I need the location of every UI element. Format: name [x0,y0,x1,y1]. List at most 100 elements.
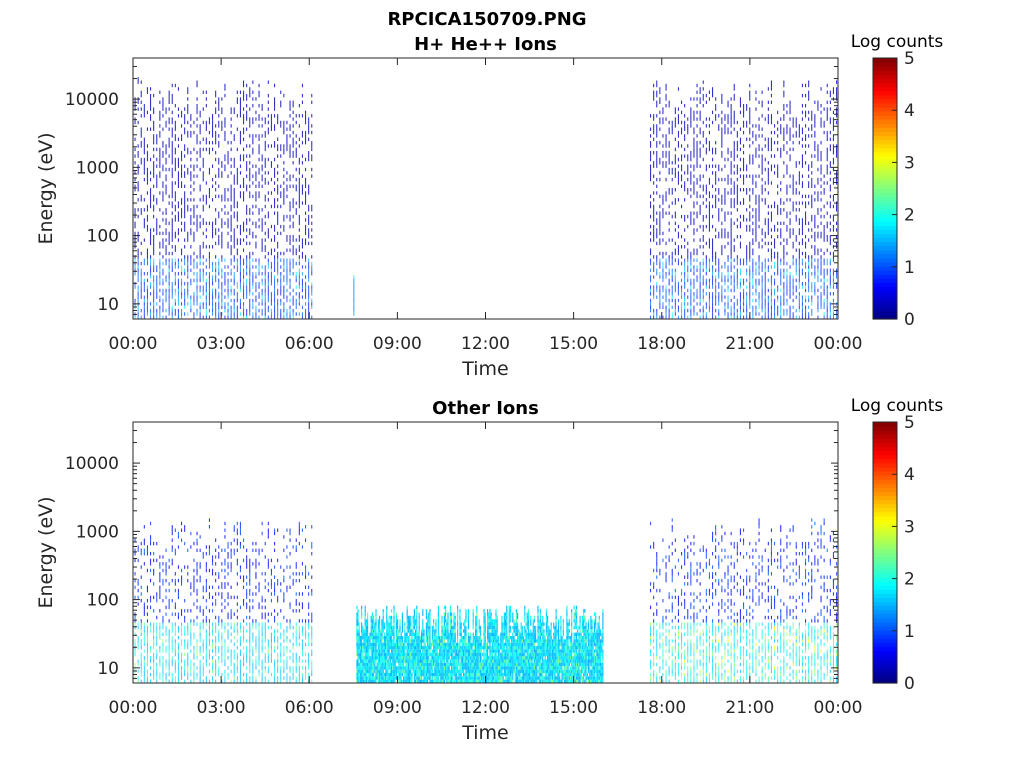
spectrogram-cell [301,265,303,269]
spectrogram-cell [171,265,173,269]
spectrogram-cell [150,622,152,626]
spectrogram-cell [764,308,766,313]
spectrogram-cell [218,258,220,262]
spectrogram-cell [792,134,794,138]
spectrogram-cell [696,157,698,162]
spectrogram-cell [730,211,732,215]
spectrogram-cell [783,137,785,141]
spectrogram-cell [252,104,254,108]
spectrogram-cell [758,144,760,148]
spectrogram-cell [202,315,204,319]
spectrogram-cell [255,285,257,289]
spectrogram-cell [684,154,686,158]
spectrogram-cell [277,241,279,246]
spectrogram-cell [758,211,760,215]
spectrogram-cell [146,298,148,303]
spectrogram-cell [777,285,779,289]
spectrogram-cell [767,100,769,104]
spectrogram-cell [826,308,828,313]
spectrogram-cell [215,265,217,269]
spectrogram-cell [243,228,245,232]
spectrogram-cell [311,261,313,266]
spectrogram-cell [786,124,788,128]
spectrogram-cell [690,298,692,303]
spectrogram-cell [777,164,779,168]
spectrogram-cell [174,642,176,647]
spectrogram-cell [739,305,741,309]
spectrogram-cell [730,268,732,272]
spectrogram-cell [177,662,179,667]
spectrogram-cell [177,144,179,148]
spectrogram-cell [143,288,145,293]
spectrogram-cell [168,238,170,242]
spectrogram-cell [146,599,148,603]
spectrogram-cell [665,141,667,145]
spectrogram-cell [190,305,192,309]
spectrogram-cell [202,285,204,289]
spectrogram-cell [724,265,726,269]
spectrogram-cell [659,224,661,229]
spectrogram-cell [274,265,276,269]
spectrogram-cell [795,288,797,293]
spectrogram-cell [246,164,248,168]
spectrogram-cell [789,198,791,202]
spectrogram-cell [736,272,738,276]
spectrogram-cell [677,164,679,168]
spectrogram-cell [224,272,226,276]
spectrogram-cell [755,181,757,185]
spectrogram-cell [184,245,186,249]
spectrogram-cell [264,298,266,303]
spectrogram-cell [805,204,807,209]
spectrogram-cell [805,214,807,219]
spectrogram-column [774,124,776,319]
spectrogram-cell [150,194,152,199]
spectrogram-cell [674,147,676,152]
spectrogram-cell [146,258,148,262]
spectrogram-cell [699,194,701,199]
spectrogram-cell [212,275,214,279]
colorbar-segment [873,212,897,218]
spectrogram-cell [212,305,214,309]
colorbar-segment [873,274,897,279]
spectrogram-cell [233,204,235,209]
spectrogram-cell [836,315,838,319]
spectrogram-cell [792,285,794,289]
spectrogram-cell [668,228,670,232]
spectrogram-cell [770,144,772,148]
spectrogram-cell [230,238,232,242]
spectrogram-cell [712,238,714,242]
spectrogram-cell [301,174,303,178]
spectrogram-column [153,93,155,319]
spectrogram-cell [174,198,176,202]
spectrogram-cell [252,117,254,121]
spectrogram-cell [143,656,145,660]
spectrogram-cell [308,312,310,316]
spectrogram-cell [677,282,679,286]
spectrogram-cell [789,288,791,293]
spectrogram-cell [274,308,276,313]
spectrogram-cell [230,245,232,249]
spectrogram-cell [733,120,735,125]
spectrogram-cell [832,315,834,319]
spectrogram-cell [829,251,831,256]
spectrogram-cell [826,305,828,309]
spectrogram-cell [820,157,822,162]
spectrogram-cell [168,100,170,104]
spectrogram-cell [681,110,683,115]
spectrogram-cell [752,221,754,225]
spectrogram-cell [668,255,670,259]
spectrogram-cell [746,188,748,192]
spectrogram-cell [156,164,158,168]
spectrogram-cell [801,302,803,306]
spectrogram-cell [721,198,723,202]
spectrogram-cell [684,261,686,266]
spectrogram-cell [153,258,155,262]
spectrogram-cell [665,144,667,148]
spectrogram-column [258,83,260,319]
spectrogram-cell [832,198,834,202]
spectrogram-cell [715,315,717,319]
spectrogram-cell [174,302,176,306]
spectrogram-cell [174,669,176,673]
spectrogram-cell [746,174,748,178]
spectrogram-cell [823,238,825,242]
